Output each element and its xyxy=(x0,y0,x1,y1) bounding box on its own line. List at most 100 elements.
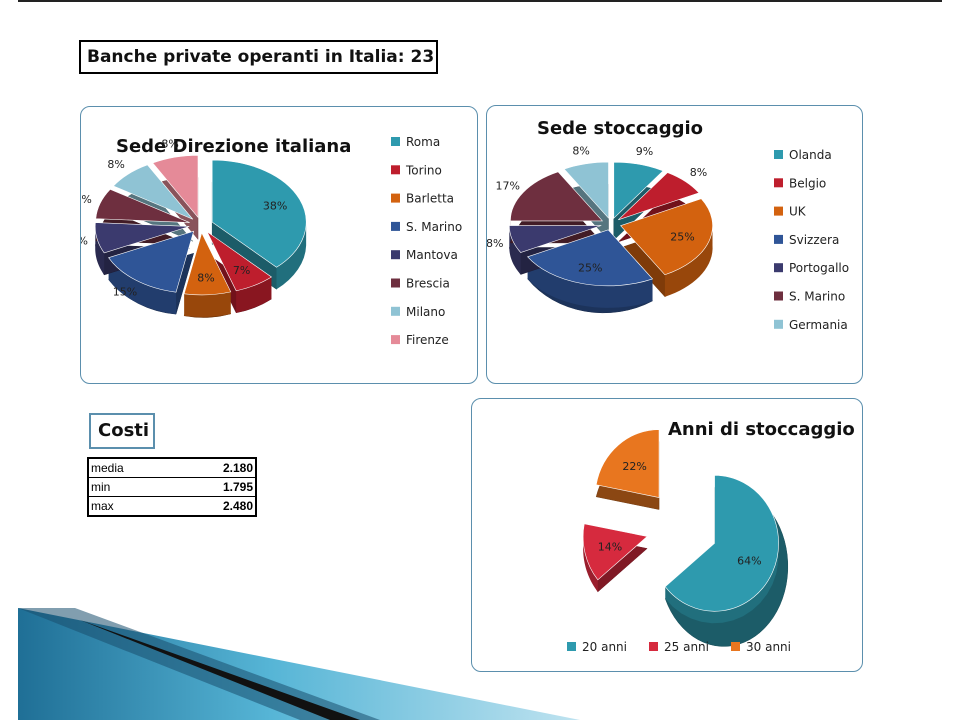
legend-item-s-marino: S. Marino xyxy=(789,290,845,304)
costi-value: 1.795 xyxy=(175,477,256,497)
legend-item-barletta: Barletta xyxy=(406,192,454,206)
data-label-brescia: 8% xyxy=(81,193,92,206)
costi-value: 2.480 xyxy=(175,496,256,516)
chart-legend: Roma Torino Barletta S. Marino Mantova Bresci… xyxy=(391,135,462,347)
slice-side-roma xyxy=(276,223,307,290)
slice-side-25-anni xyxy=(583,533,598,592)
legend-swatch-s-marino xyxy=(391,221,400,231)
data-label-germania: 8% xyxy=(572,144,589,157)
slice-brescia xyxy=(95,188,190,223)
legend-swatch-portogallo xyxy=(774,263,783,273)
slice-side-mantova xyxy=(95,223,105,275)
legend-item-mantova: Mantova xyxy=(406,248,458,262)
table-row: media 2.180 xyxy=(88,457,256,478)
pie-slices xyxy=(509,161,713,287)
legend-swatch-roma xyxy=(391,137,400,146)
slice-side-svizzera xyxy=(527,256,653,308)
pie-slices xyxy=(94,155,307,296)
costi-title: Costi xyxy=(89,413,155,449)
data-label-barletta: 8% xyxy=(197,271,214,284)
legend-swatch-s-marino xyxy=(774,291,783,301)
slice-germania xyxy=(563,161,609,219)
legend-swatch-svizzera xyxy=(774,234,783,244)
legend-item-uk: UK xyxy=(789,205,807,219)
legend-item-milano: Milano xyxy=(406,305,445,319)
legend-swatch-25-anni xyxy=(649,642,658,651)
slide-title: Banche private operanti in Italia: 23 xyxy=(79,40,438,74)
legend-item-30-anni: 30 anni xyxy=(746,640,791,654)
pie-chart-sede-stoccaggio: Sede stoccaggio 9% 8% 25% 25% 8% 17% 8% Olanda Be… xyxy=(487,118,849,332)
legend-swatch-belgio xyxy=(774,178,783,188)
pie-slices xyxy=(582,429,779,612)
costi-label: max xyxy=(88,496,176,516)
slice-roma xyxy=(211,159,307,268)
slice-firenze xyxy=(152,155,199,219)
slice-25-anni xyxy=(582,523,648,581)
legend-swatch-30-anni xyxy=(731,642,740,651)
table-row: min 1.795 xyxy=(88,477,256,497)
legend-swatch-mantova xyxy=(391,250,400,260)
legend-swatch-20-anni xyxy=(567,642,576,651)
data-label-uk: 25% xyxy=(670,231,694,244)
chart-panel-anni-stoccaggio: Anni di stoccaggio 64% 14% 22% 20 anni 25 ann… xyxy=(471,398,863,672)
data-label-25-anni: 14% xyxy=(598,541,622,554)
legend-swatch-brescia xyxy=(391,278,400,288)
slice-side-torino xyxy=(236,277,272,313)
pie-chart-anni-stoccaggio: Anni di stoccaggio 64% 14% 22% 20 anni 25 ann… xyxy=(567,419,855,654)
chart-panel-sede-direzione: Sede Direzione italiana 38% 7% 8% 15% 8% 8% 8% 8… xyxy=(80,106,478,384)
chart-legend: Olanda Belgio UK Svizzera Portogallo S. Marin… xyxy=(774,148,849,332)
legend-swatch-barletta xyxy=(391,193,400,203)
legend-item-25-anni: 25 anni xyxy=(664,640,709,654)
legend-item-belgio: Belgio xyxy=(789,176,826,190)
slice-side-uk xyxy=(664,223,713,297)
costi-value: 2.180 xyxy=(175,457,256,478)
table-row: max 2.480 xyxy=(88,496,256,516)
legend-item-portogallo: Portogallo xyxy=(789,261,849,275)
costi-label: media xyxy=(88,457,176,478)
legend-item-olanda: Olanda xyxy=(789,148,832,162)
top-divider xyxy=(18,0,942,2)
legend-swatch-milano xyxy=(391,306,400,316)
chart-title: Anni di stoccaggio xyxy=(668,419,855,440)
slice-side-s-marino xyxy=(108,257,177,315)
legend-item-brescia: Brescia xyxy=(406,277,450,291)
slice-uk xyxy=(620,198,713,276)
legend-swatch-germania xyxy=(774,319,783,329)
legend-item-germania: Germania xyxy=(789,318,848,332)
data-label-20-anni: 64% xyxy=(737,555,761,568)
slice-portogallo xyxy=(509,225,602,253)
slice-mantova xyxy=(94,222,190,254)
data-label-roma: 38% xyxy=(263,200,287,213)
slice-olanda xyxy=(613,161,664,219)
data-label-30-anni: 22% xyxy=(622,460,646,473)
legend-swatch-firenze xyxy=(391,335,400,345)
chart-panel-sede-stoccaggio: Sede stoccaggio 9% 8% 25% 25% 8% 17% 8% Olanda Be… xyxy=(486,105,863,384)
slice-s-marino xyxy=(510,171,604,222)
pie-labels: 64% 14% 22% xyxy=(598,460,762,568)
legend-item-roma: Roma xyxy=(406,135,440,149)
slice-svizzera xyxy=(527,229,654,287)
pie-labels: 38% 7% 8% 15% 8% 8% 8% 8% xyxy=(81,138,287,299)
data-label-milano: 8% xyxy=(107,158,124,171)
legend-item-svizzera: Svizzera xyxy=(789,233,839,247)
slice-s-marino xyxy=(108,230,195,293)
slice-torino xyxy=(206,231,273,292)
slice-milano xyxy=(112,164,194,220)
slice-side-20-anni xyxy=(665,550,779,624)
legend-item-20-anni: 20 anni xyxy=(582,640,627,654)
chart-legend: 20 anni 25 anni 30 anni xyxy=(567,640,791,654)
slice-side-portogallo xyxy=(509,225,521,275)
slice-30-anni xyxy=(595,429,660,498)
slice-side-barletta xyxy=(184,291,231,317)
legend-swatch-torino xyxy=(391,165,400,175)
legend-swatch-uk xyxy=(774,206,783,216)
legend-item-s-marino: S. Marino xyxy=(406,220,462,234)
legend-item-firenze: Firenze xyxy=(406,333,449,347)
legend-item-torino: Torino xyxy=(405,163,442,177)
costi-table: media 2.180 min 1.795 max 2.480 xyxy=(87,457,257,517)
data-label-s-marino: 17% xyxy=(495,179,519,192)
data-label-mantova: 8% xyxy=(81,235,88,248)
pie-labels: 9% 8% 25% 25% 8% 17% 8% xyxy=(487,144,707,274)
chart-title: Sede Direzione italiana xyxy=(116,136,351,157)
chart-title: Sede stoccaggio xyxy=(537,118,703,139)
